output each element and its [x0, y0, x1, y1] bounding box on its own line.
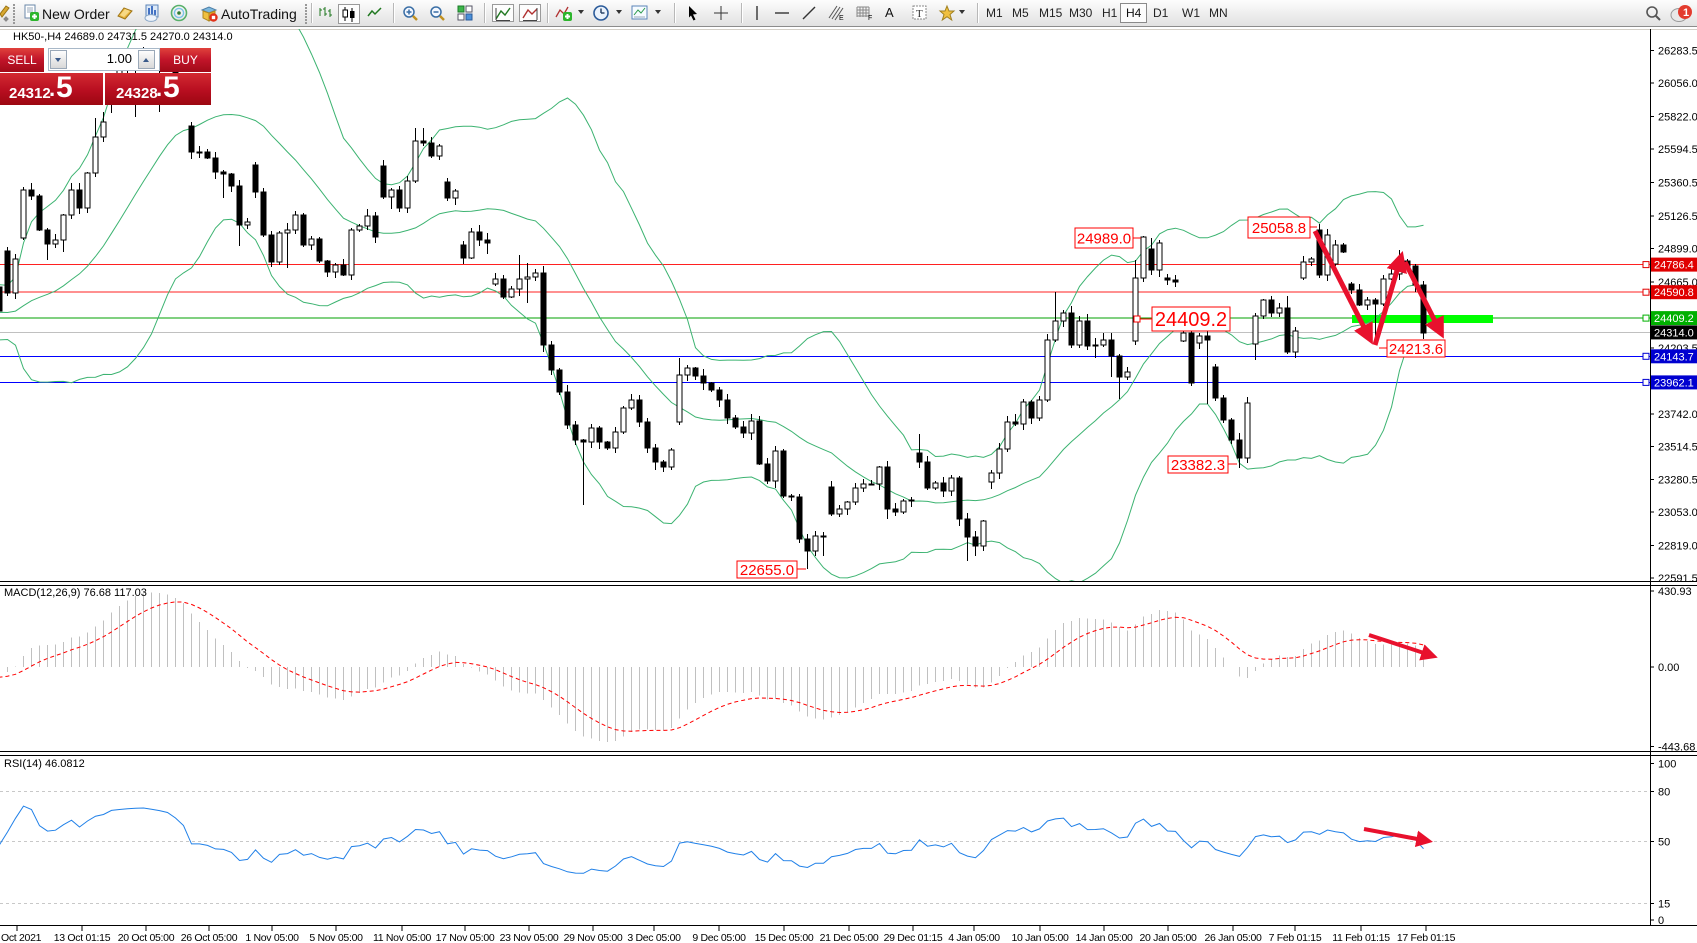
svg-text:22655.0: 22655.0: [740, 562, 794, 579]
svg-text:5 Oct 2021: 5 Oct 2021: [0, 932, 42, 943]
svg-text:25126.5: 25126.5: [1658, 211, 1697, 223]
svg-text:E: E: [839, 15, 844, 22]
svg-text:22591.5: 22591.5: [1658, 573, 1697, 585]
svg-text:4 Jan 05:00: 4 Jan 05:00: [948, 932, 1000, 943]
svg-text:29 Nov 05:00: 29 Nov 05:00: [564, 932, 623, 943]
svg-text:24409.2: 24409.2: [1155, 309, 1227, 331]
svg-text:0.00: 0.00: [1658, 662, 1679, 674]
svg-text:430.93: 430.93: [1658, 586, 1692, 598]
svg-text:80: 80: [1658, 786, 1670, 798]
svg-text:20 Oct 05:00: 20 Oct 05:00: [118, 932, 175, 943]
svg-text:23280.5: 23280.5: [1658, 475, 1697, 487]
svg-text:7 Feb 01:15: 7 Feb 01:15: [1269, 932, 1322, 943]
svg-text:24314.0: 24314.0: [1654, 327, 1694, 339]
svg-text:-443.68: -443.68: [1658, 742, 1695, 754]
svg-text:24989.0: 24989.0: [1077, 230, 1131, 247]
svg-text:20 Jan 05:00: 20 Jan 05:00: [1139, 932, 1197, 943]
svg-text:21 Dec 05:00: 21 Dec 05:00: [820, 932, 879, 943]
svg-text:15 Dec 05:00: 15 Dec 05:00: [755, 932, 814, 943]
svg-text:14 Jan 05:00: 14 Jan 05:00: [1075, 932, 1133, 943]
svg-text:MACD(12,26,9) 76.68 117.03: MACD(12,26,9) 76.68 117.03: [4, 587, 147, 599]
svg-text:23053.0: 23053.0: [1658, 507, 1697, 519]
svg-text:13 Oct 01:15: 13 Oct 01:15: [54, 932, 111, 943]
svg-text:24899.0: 24899.0: [1658, 243, 1697, 255]
svg-text:RSI(14) 46.0812: RSI(14) 46.0812: [4, 758, 85, 770]
svg-text:10 Jan 05:00: 10 Jan 05:00: [1011, 932, 1069, 943]
svg-text:11 Nov 05:00: 11 Nov 05:00: [373, 932, 432, 943]
svg-text:25822.0: 25822.0: [1658, 112, 1697, 124]
svg-text:3 Dec 05:00: 3 Dec 05:00: [627, 932, 681, 943]
svg-text:1: 1: [1683, 7, 1689, 19]
svg-text:23382.3: 23382.3: [1171, 457, 1225, 474]
svg-text:100: 100: [1658, 758, 1676, 770]
svg-text:26 Oct 05:00: 26 Oct 05:00: [181, 932, 238, 943]
svg-text:F: F: [868, 15, 872, 22]
svg-text:25594.5: 25594.5: [1658, 144, 1697, 156]
svg-text:24590.8: 24590.8: [1654, 287, 1694, 299]
svg-text:9 Dec 05:00: 9 Dec 05:00: [692, 932, 746, 943]
svg-text:23514.5: 23514.5: [1658, 441, 1697, 453]
svg-text:29 Dec 01:15: 29 Dec 01:15: [884, 932, 943, 943]
svg-text:T: T: [916, 8, 923, 20]
svg-text:HK50-,H4 24689.0 24731.5 2427: HK50-,H4 24689.0 24731.5 24270.0 24314.0: [13, 31, 233, 43]
svg-text:23742.0: 23742.0: [1658, 409, 1697, 421]
svg-text:1 Nov 05:00: 1 Nov 05:00: [245, 932, 299, 943]
svg-text:24143.7: 24143.7: [1654, 351, 1694, 363]
svg-text:22819.0: 22819.0: [1658, 541, 1697, 553]
svg-text:50: 50: [1658, 836, 1670, 848]
svg-text:26 Jan 05:00: 26 Jan 05:00: [1204, 932, 1262, 943]
svg-text:26283.5: 26283.5: [1658, 46, 1697, 58]
svg-text:11 Feb 01:15: 11 Feb 01:15: [1332, 932, 1390, 943]
svg-text:5 Nov 05:00: 5 Nov 05:00: [309, 932, 363, 943]
svg-text:17 Feb 01:15: 17 Feb 01:15: [1397, 932, 1456, 943]
svg-text:17 Nov 05:00: 17 Nov 05:00: [436, 932, 495, 943]
svg-text:26056.0: 26056.0: [1658, 78, 1697, 90]
svg-text:23962.1: 23962.1: [1654, 377, 1694, 389]
svg-text:25360.5: 25360.5: [1658, 178, 1697, 190]
svg-text:0: 0: [1658, 915, 1664, 927]
svg-text:15: 15: [1658, 898, 1670, 910]
svg-text:24409.2: 24409.2: [1654, 313, 1694, 325]
svg-text:25058.8: 25058.8: [1252, 220, 1306, 237]
svg-text:24786.4: 24786.4: [1654, 260, 1694, 272]
svg-text:24213.6: 24213.6: [1389, 341, 1443, 358]
svg-text:23 Nov 05:00: 23 Nov 05:00: [500, 932, 559, 943]
